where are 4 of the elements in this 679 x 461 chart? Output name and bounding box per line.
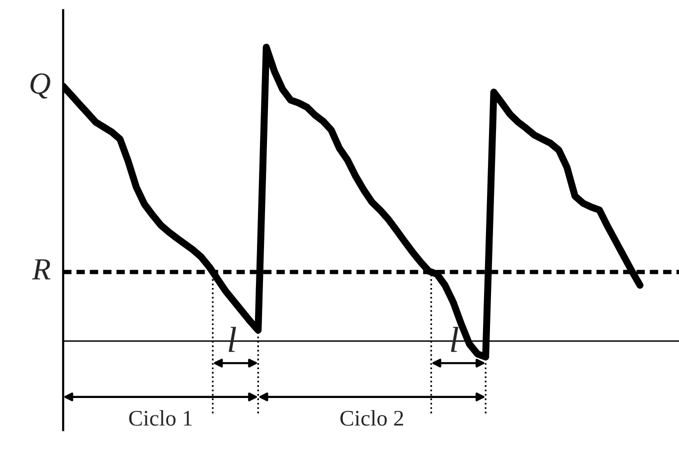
text: Q: [30, 73, 50, 99]
ref-line-label: R: [32, 259, 50, 280]
text: Ciclo 2: [340, 410, 404, 426]
text: Ciclo 1: [129, 410, 192, 426]
